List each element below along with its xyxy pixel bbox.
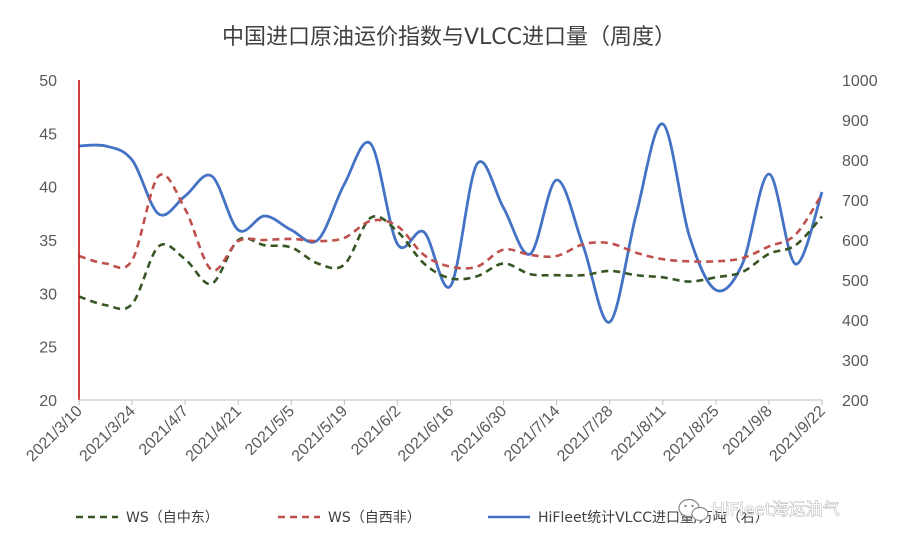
y-right-tick-label: 1000 — [842, 73, 878, 90]
y-right-tick-label: 700 — [842, 193, 869, 210]
y-left-tick-label: 30 — [39, 286, 57, 303]
legend-label-1: WS（自西非） — [328, 510, 421, 526]
series-line-1 — [78, 173, 824, 272]
y-right-tick-label: 600 — [842, 233, 869, 250]
y-left-tick-label: 35 — [39, 233, 57, 250]
y-right-tick-label: 900 — [842, 113, 869, 130]
y-right-tick-label: 400 — [842, 313, 869, 330]
y-left-tick-label: 45 — [39, 126, 57, 143]
y-left-axis-ticks: 20 25 30 35 40 45 50 — [39, 73, 57, 410]
legend: WS（自中东） WS（自西非） HiFleet统计VLCC进口量/万吨（右） — [76, 510, 769, 526]
legend-label-0: WS（自中东） — [126, 510, 219, 526]
chart-title: 中国进口原油运价指数与VLCC进口量（周度） — [222, 25, 676, 50]
y-left-tick-label: 50 — [39, 73, 57, 90]
legend-label-2: HiFleet统计VLCC进口量/万吨（右） — [538, 510, 769, 526]
series-layer — [78, 122, 824, 324]
y-left-tick-label: 20 — [39, 393, 57, 410]
y-right-tick-label: 500 — [842, 273, 869, 290]
y-right-tick-label: 200 — [842, 393, 869, 410]
series-line-2 — [78, 122, 824, 324]
y-left-tick-label: 25 — [39, 340, 57, 357]
watermark: HiFleet海运油气 — [678, 498, 840, 522]
watermark-text: HiFleet海运油气 — [712, 500, 840, 520]
y-right-axis-ticks: 200 300 400 500 600 700 800 900 1000 — [842, 73, 878, 410]
wechat-icon — [678, 498, 709, 522]
y-right-tick-label: 800 — [842, 153, 869, 170]
y-right-tick-label: 300 — [842, 353, 869, 370]
y-left-tick-label: 40 — [39, 180, 57, 197]
